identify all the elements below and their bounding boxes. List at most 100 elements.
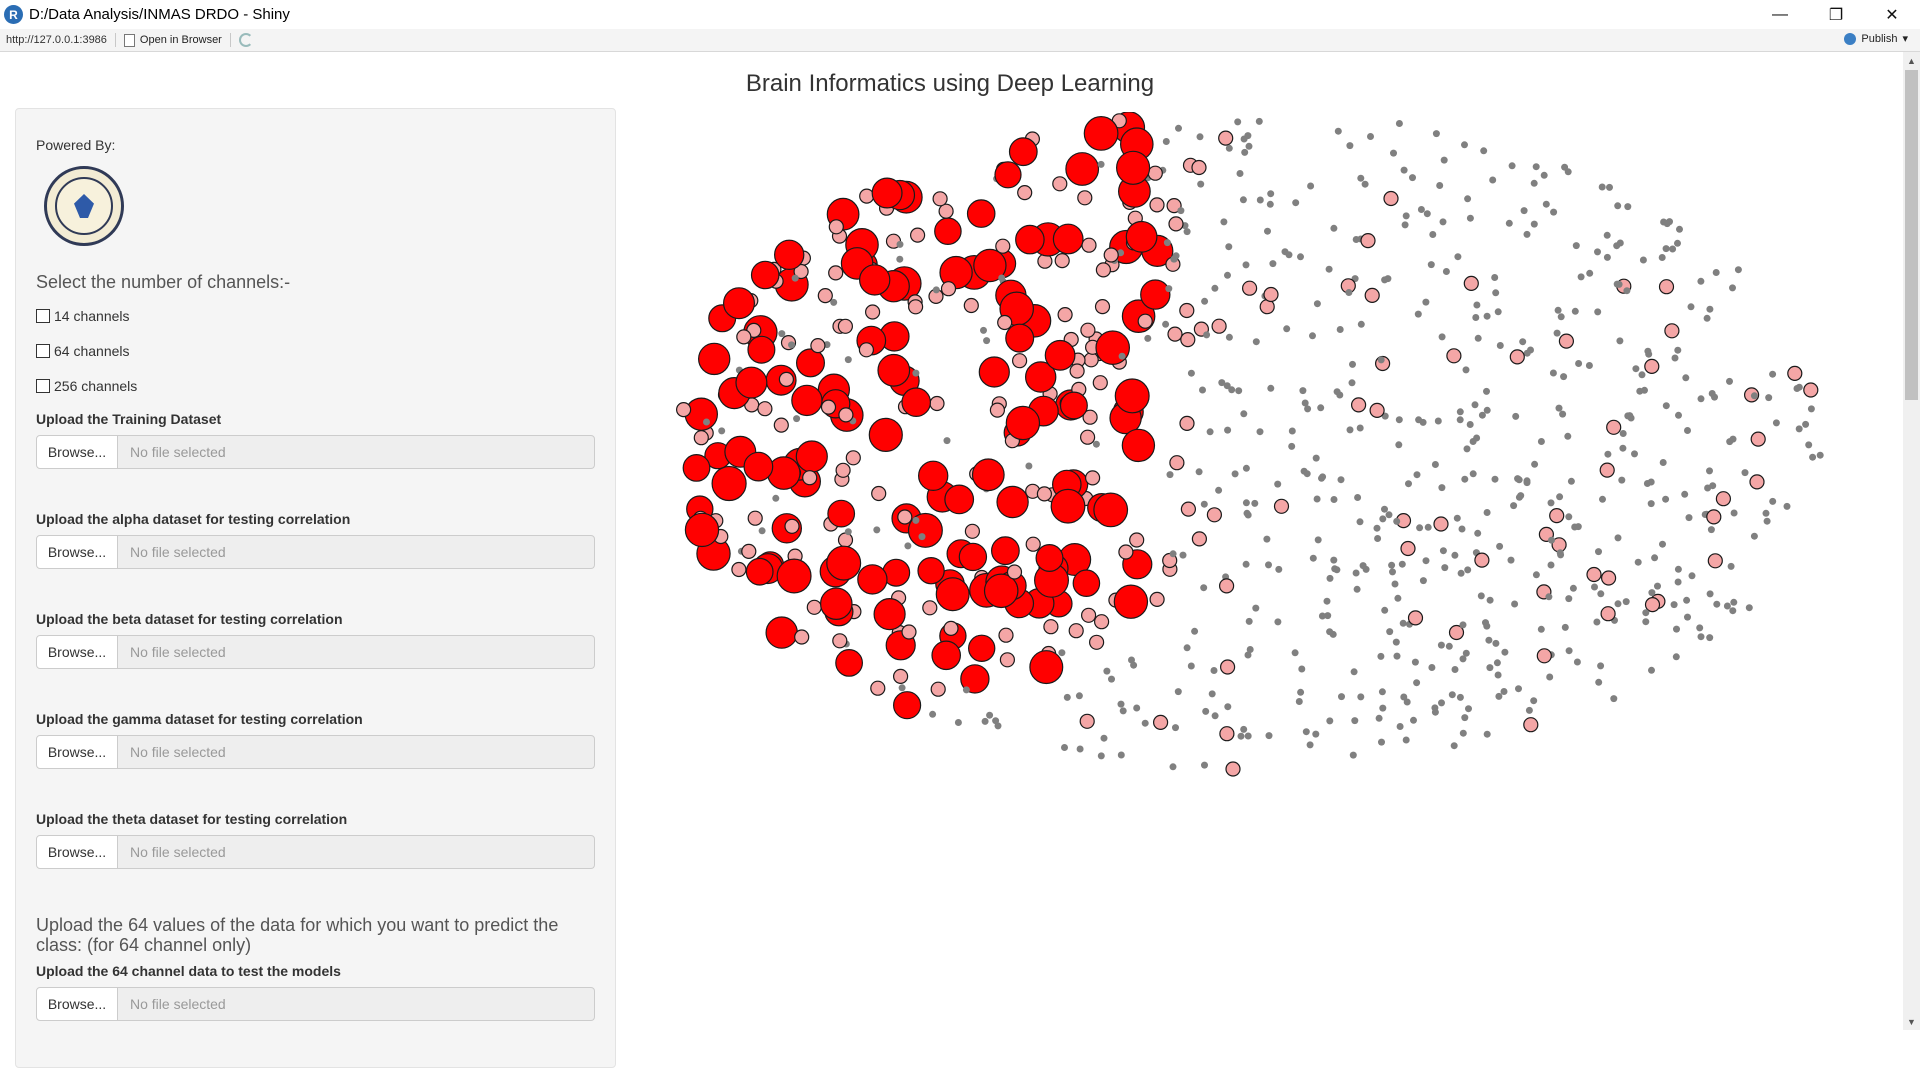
gamma-file-input[interactable]: Browse... No file selected (36, 735, 595, 769)
scatter-point-small (1442, 268, 1450, 275)
scatter-point-small (1697, 633, 1705, 641)
alpha-file-input[interactable]: Browse... No file selected (36, 535, 595, 569)
chevron-down-icon[interactable]: ▾ (1902, 33, 1908, 45)
scatter-point-medium (995, 238, 1011, 254)
scatter-point-medium (901, 624, 917, 640)
scatter-point-small (1491, 475, 1499, 483)
scatter-point-small (1162, 320, 1170, 328)
checkbox[interactable] (36, 379, 50, 393)
scatter-point-medium (1360, 233, 1376, 249)
checkbox-14-channels[interactable]: 14 channels (36, 307, 595, 325)
scatter-point-small (1474, 334, 1482, 342)
file-name-field[interactable]: No file selected (118, 735, 595, 769)
browse-button[interactable]: Browse... (36, 435, 118, 469)
checkbox[interactable] (36, 344, 50, 358)
scatter-point-small (1218, 379, 1226, 387)
scatter-point-medium (1080, 429, 1096, 445)
scatter-point-small (1399, 619, 1407, 627)
open-in-browser-button[interactable]: Open in Browser (123, 33, 222, 47)
beta-file-input[interactable]: Browse... No file selected (36, 635, 595, 669)
checkbox[interactable] (36, 309, 50, 323)
scatter-point-small (1392, 638, 1400, 646)
checkbox-64-channels[interactable]: 64 channels (36, 342, 595, 360)
scatter-point-large (991, 536, 1020, 566)
scatter-point-small (1224, 271, 1231, 279)
minimize-icon[interactable]: — (1772, 5, 1788, 23)
scatter-point-small (1453, 514, 1461, 522)
scatter-point-small (1245, 617, 1253, 625)
scatter-point-medium (1017, 184, 1033, 201)
scatter-point-large (711, 465, 747, 502)
scatter-point-small (1674, 239, 1681, 247)
scatter-point-medium (1167, 326, 1183, 342)
file-name-field[interactable]: No file selected (118, 435, 595, 469)
scatter-point-large (917, 557, 945, 585)
scatter-point-large (968, 634, 996, 663)
scroll-up-icon[interactable]: ▲ (1907, 55, 1916, 66)
scatter-point-small (1697, 277, 1705, 285)
restore-icon[interactable]: ❐ (1828, 6, 1844, 24)
url-text[interactable]: http://127.0.0.1:3986 (6, 34, 107, 46)
scatter-point-small (1591, 583, 1598, 591)
scatter-point-small (1437, 641, 1445, 649)
file-name-field[interactable]: No file selected (118, 835, 595, 869)
file-name-field[interactable]: No file selected (118, 987, 595, 1021)
scatter-point-small (1265, 561, 1272, 569)
scatter-point-small (1187, 662, 1195, 670)
scatter-point-medium (1083, 352, 1099, 368)
scatter-point-small (1390, 149, 1397, 157)
scatter-point-small (1349, 751, 1357, 759)
scatter-point-medium (940, 281, 957, 297)
scatter-point-small (1491, 274, 1499, 281)
scatter-point-large (966, 199, 996, 228)
scatter-point-small (1772, 419, 1780, 427)
scroll-down-icon[interactable]: ▼ (1907, 1016, 1916, 1027)
scatter-point-small (1318, 612, 1326, 620)
scatter-point-small (1410, 716, 1417, 724)
scatter-point-small (1642, 609, 1650, 617)
browse-button[interactable]: Browse... (36, 635, 118, 669)
publish-button[interactable]: Publish ▾ (1844, 32, 1908, 45)
file-name-field[interactable]: No file selected (118, 535, 595, 569)
theta-file-input[interactable]: Browse... No file selected (36, 835, 595, 869)
scatter-point-small (1647, 500, 1655, 508)
scatter-point-small (1549, 369, 1557, 377)
scatter-point-small (1275, 565, 1283, 573)
document-icon (123, 33, 135, 47)
training-file-input[interactable]: Browse... No file selected (36, 435, 595, 469)
scatter-point-small (1350, 668, 1358, 676)
scatter-point-small (1510, 502, 1518, 510)
scatter-point-small (1554, 306, 1562, 314)
checkbox-256-channels[interactable]: 256 channels (36, 377, 595, 395)
scatter-point-medium (1052, 176, 1068, 192)
scatter-point-small (1385, 511, 1393, 519)
scatter-point-medium (1364, 287, 1380, 303)
scatter-point-small (1471, 401, 1479, 409)
vertical-scrollbar[interactable]: ▲ ▼ (1903, 52, 1920, 1030)
powered-by-label: Powered By: (36, 137, 116, 153)
scatter-point-large (978, 356, 1010, 388)
scrollbar-thumb[interactable] (1905, 70, 1918, 400)
scatter-point-large (971, 458, 1005, 492)
browse-button[interactable]: Browse... (36, 535, 118, 569)
scatter-point-small (1593, 618, 1601, 626)
scatter-point-small (1200, 584, 1208, 592)
close-icon[interactable]: ✕ (1885, 6, 1899, 24)
scatter-point-small (1654, 582, 1661, 590)
scatter-point-small (1530, 220, 1538, 228)
scatter-point-small (1463, 445, 1471, 453)
test-file-input[interactable]: Browse... No file selected (36, 987, 595, 1021)
scatter-point-large (835, 649, 864, 677)
browse-button[interactable]: Browse... (36, 735, 118, 769)
scatter-point-small (1469, 438, 1477, 445)
browse-button[interactable]: Browse... (36, 835, 118, 869)
scatter-point-large (820, 587, 853, 620)
browse-button[interactable]: Browse... (36, 987, 118, 1021)
scatter-point-small (1458, 525, 1466, 533)
refresh-icon[interactable] (238, 33, 253, 47)
file-name-field[interactable]: No file selected (118, 635, 595, 669)
scatter-point-small (1532, 571, 1540, 579)
scatter-point-small (1417, 206, 1425, 213)
upload-test-label: Upload the 64 channel data to test the m… (36, 963, 341, 979)
scatter-point-small (1632, 365, 1640, 373)
